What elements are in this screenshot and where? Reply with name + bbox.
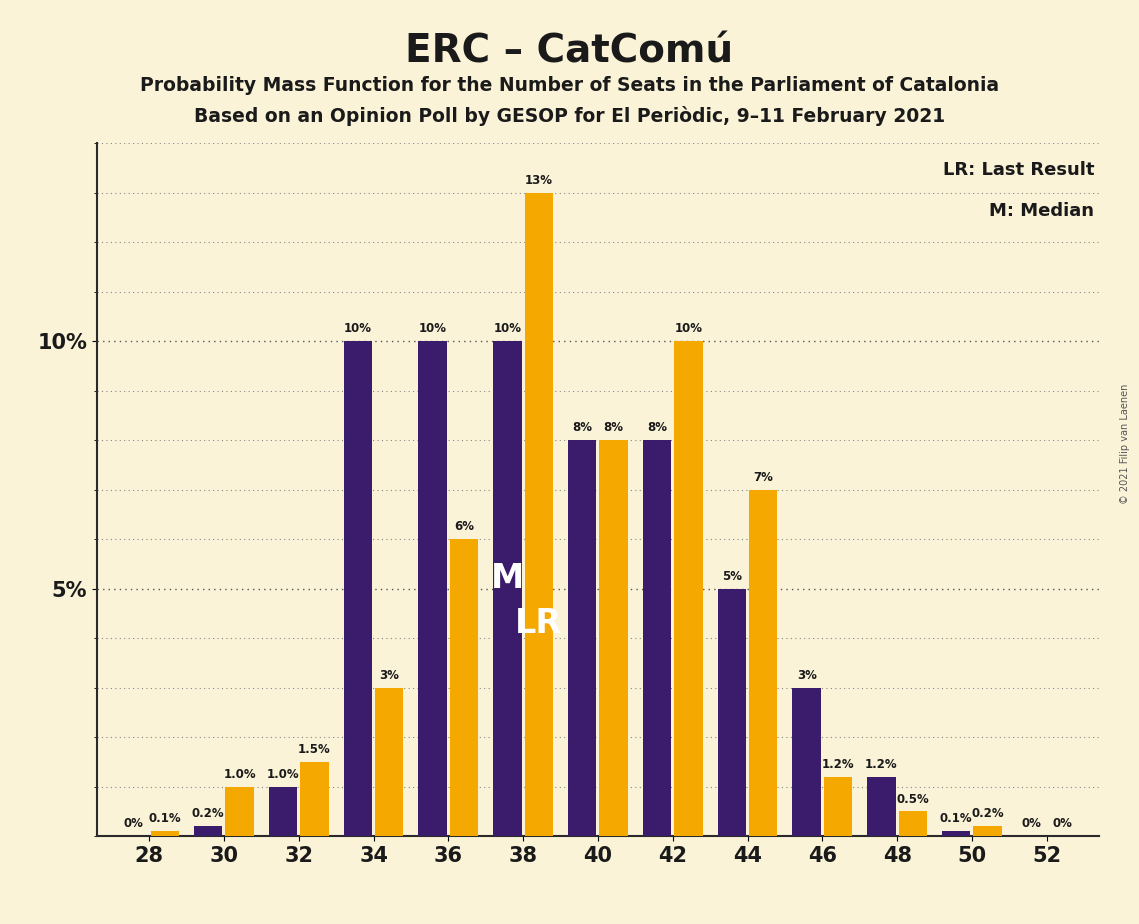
Text: 10%: 10% bbox=[493, 322, 522, 335]
Bar bbox=[375, 687, 403, 836]
Text: 0%: 0% bbox=[123, 818, 144, 831]
Text: 6%: 6% bbox=[454, 520, 474, 533]
Bar bbox=[674, 341, 703, 836]
Text: LR: Last Result: LR: Last Result bbox=[943, 161, 1095, 178]
Text: 13%: 13% bbox=[525, 174, 552, 187]
Bar bbox=[867, 777, 895, 836]
Text: 7%: 7% bbox=[753, 471, 773, 484]
Bar bbox=[974, 826, 1002, 836]
Text: 1.0%: 1.0% bbox=[223, 768, 256, 781]
Text: Based on an Opinion Poll by GESOP for El Periòdic, 9–11 February 2021: Based on an Opinion Poll by GESOP for El… bbox=[194, 106, 945, 127]
Bar bbox=[749, 490, 778, 836]
Text: 1.2%: 1.2% bbox=[821, 758, 854, 771]
Text: 3%: 3% bbox=[796, 669, 817, 682]
Text: M: Median: M: Median bbox=[989, 202, 1095, 220]
Text: 0.2%: 0.2% bbox=[192, 808, 224, 821]
Text: 10%: 10% bbox=[344, 322, 371, 335]
Text: 1.5%: 1.5% bbox=[298, 743, 330, 756]
Text: 10%: 10% bbox=[674, 322, 703, 335]
Text: 10%: 10% bbox=[419, 322, 446, 335]
Text: 0.2%: 0.2% bbox=[972, 808, 1003, 821]
Text: 0%: 0% bbox=[1052, 818, 1073, 831]
Bar bbox=[793, 687, 821, 836]
Text: 0%: 0% bbox=[1022, 818, 1041, 831]
Text: 8%: 8% bbox=[572, 421, 592, 434]
Text: 0.5%: 0.5% bbox=[896, 793, 929, 806]
Bar bbox=[718, 589, 746, 836]
Text: 8%: 8% bbox=[647, 421, 667, 434]
Bar bbox=[226, 786, 254, 836]
Bar bbox=[150, 832, 179, 836]
Bar bbox=[642, 440, 671, 836]
Bar bbox=[525, 193, 554, 836]
Bar bbox=[269, 786, 297, 836]
Text: 1.0%: 1.0% bbox=[267, 768, 300, 781]
Text: LR: LR bbox=[515, 607, 563, 639]
Text: 0.1%: 0.1% bbox=[148, 812, 181, 825]
Text: 0.1%: 0.1% bbox=[940, 812, 973, 825]
Text: 5%: 5% bbox=[722, 570, 741, 583]
Bar bbox=[568, 440, 597, 836]
Bar bbox=[599, 440, 628, 836]
Bar bbox=[493, 341, 522, 836]
Bar bbox=[942, 832, 970, 836]
Text: Probability Mass Function for the Number of Seats in the Parliament of Catalonia: Probability Mass Function for the Number… bbox=[140, 76, 999, 95]
Bar bbox=[823, 777, 852, 836]
Text: 3%: 3% bbox=[379, 669, 400, 682]
Bar bbox=[301, 762, 329, 836]
Bar bbox=[418, 341, 446, 836]
Bar bbox=[450, 540, 478, 836]
Bar bbox=[344, 341, 372, 836]
Text: ERC – CatComú: ERC – CatComú bbox=[405, 32, 734, 70]
Text: © 2021 Filip van Laenen: © 2021 Filip van Laenen bbox=[1121, 383, 1130, 504]
Bar bbox=[899, 811, 927, 836]
Text: M: M bbox=[491, 563, 524, 595]
Text: 8%: 8% bbox=[604, 421, 624, 434]
Bar bbox=[194, 826, 222, 836]
Text: 1.2%: 1.2% bbox=[866, 758, 898, 771]
